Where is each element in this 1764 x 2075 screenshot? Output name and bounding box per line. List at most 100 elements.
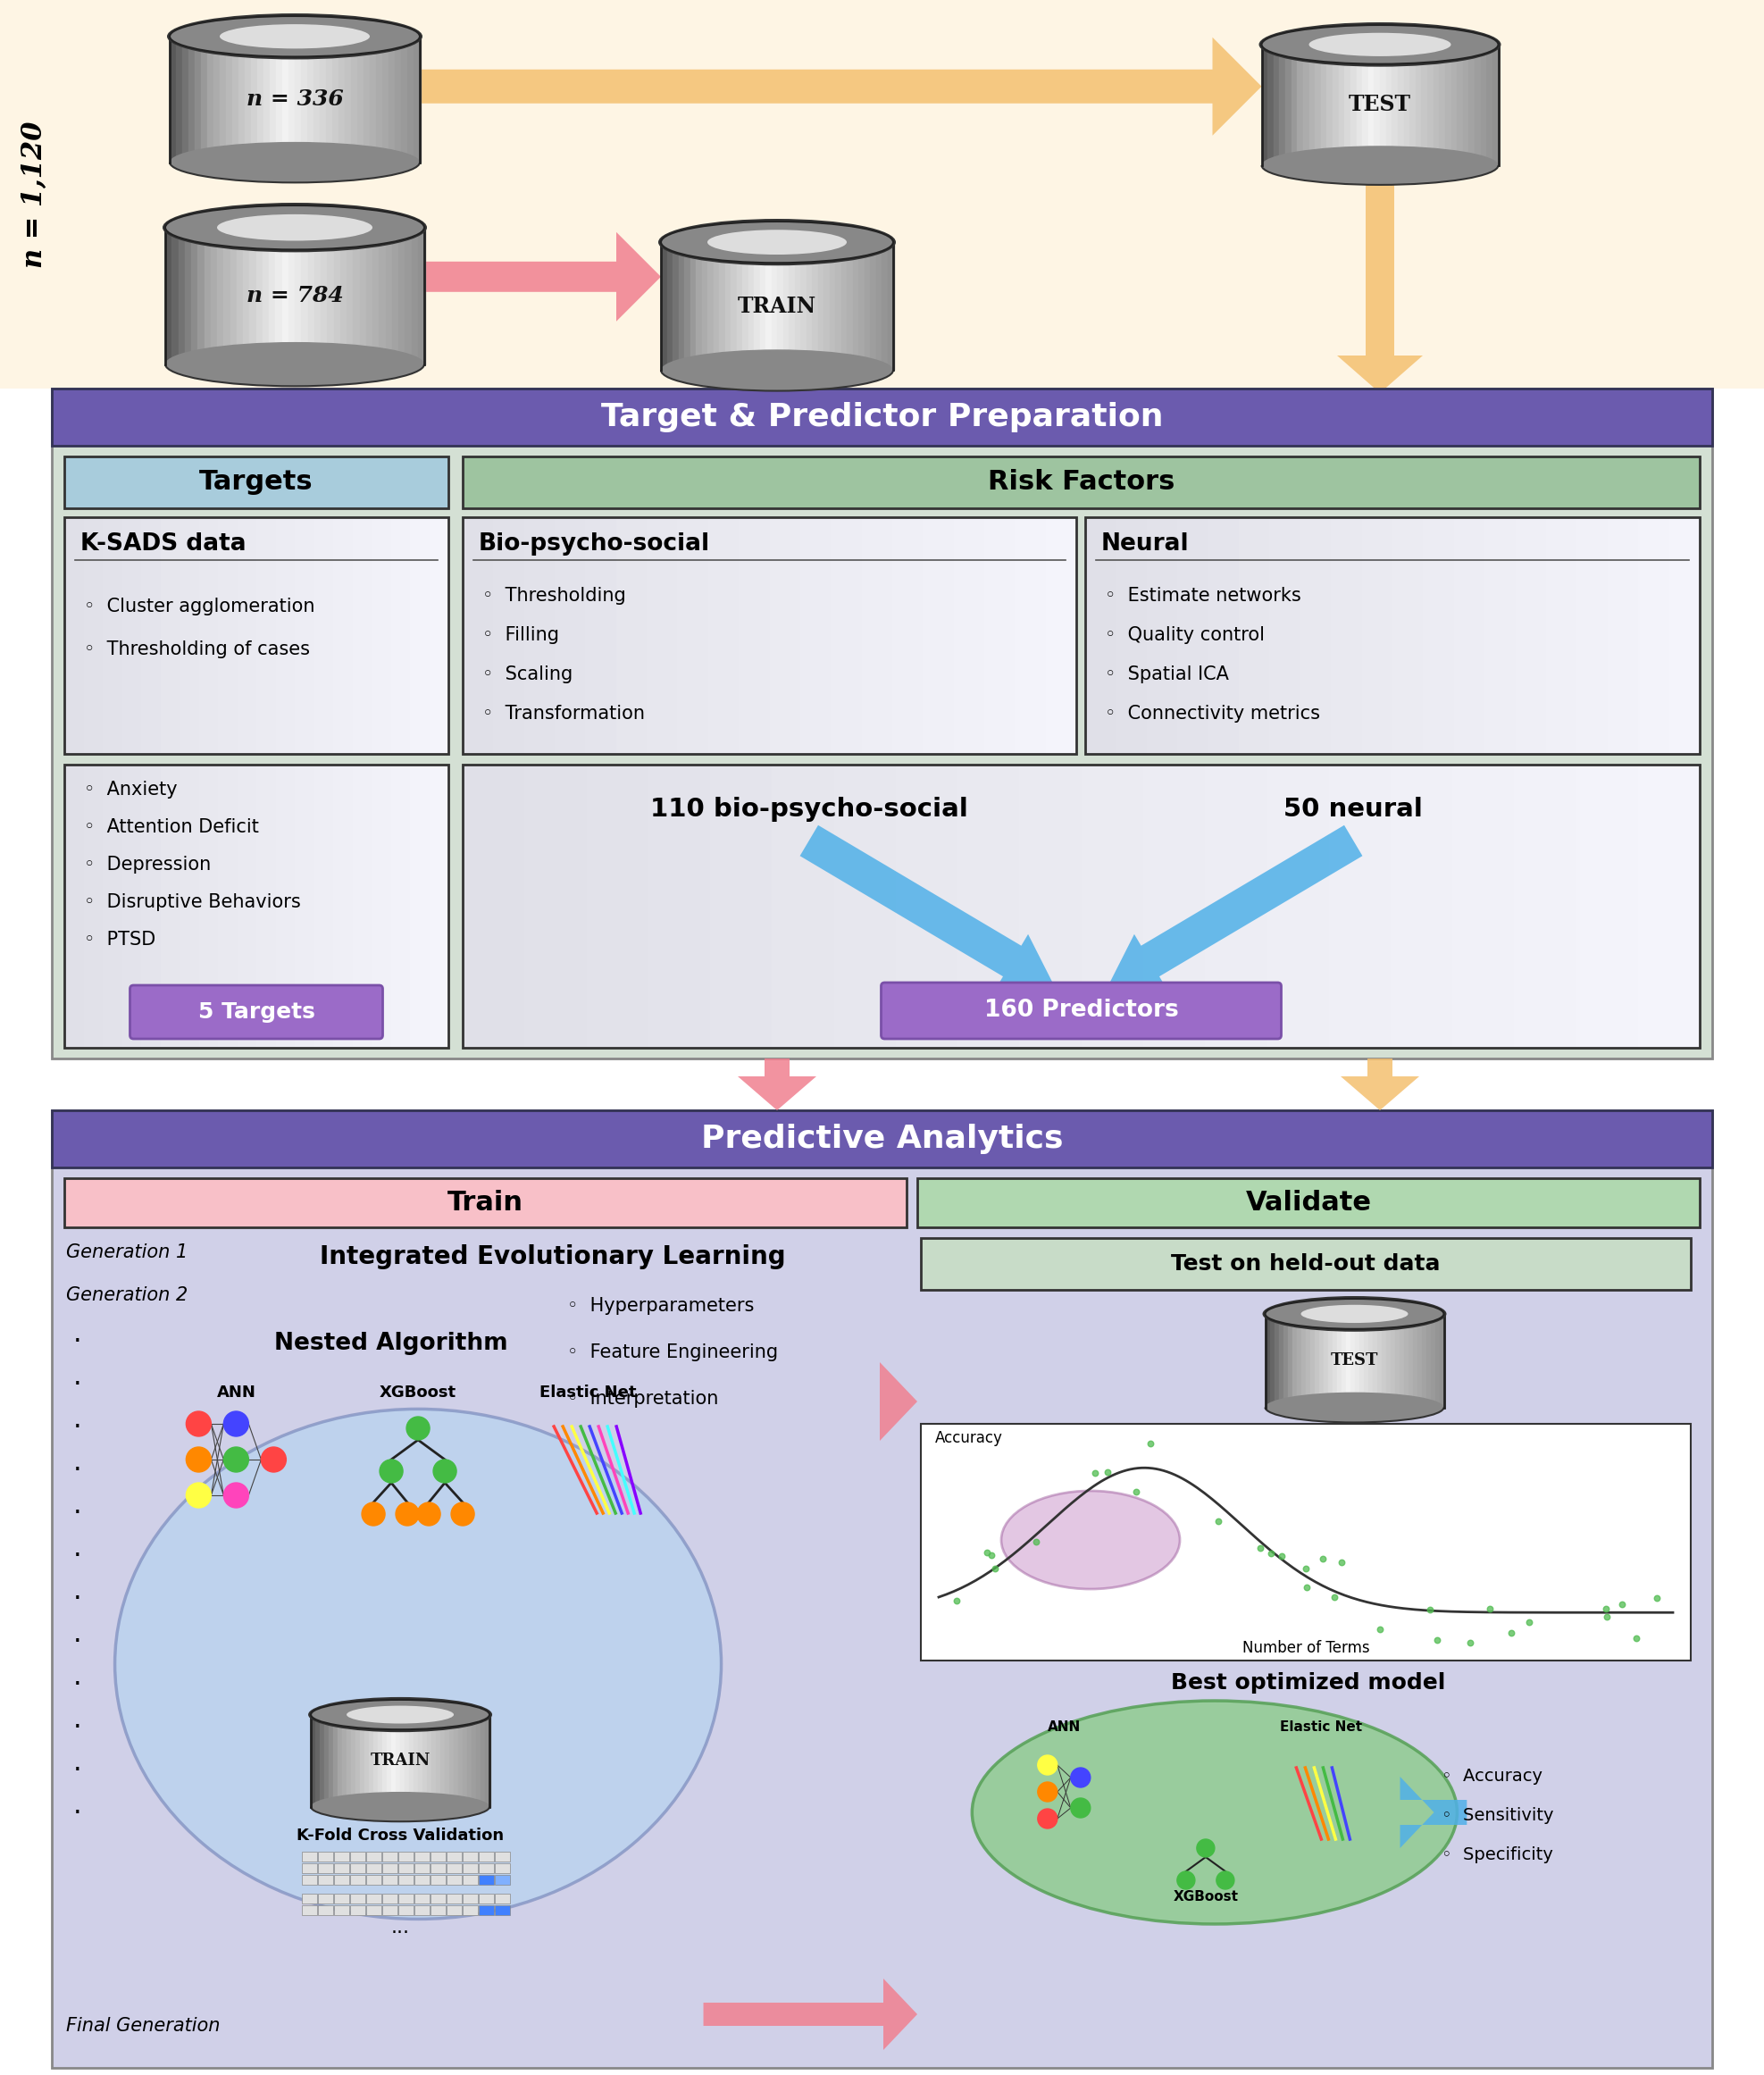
Bar xyxy=(485,1714,490,1807)
Circle shape xyxy=(187,1411,212,1436)
Bar xyxy=(392,228,399,363)
Ellipse shape xyxy=(658,218,896,266)
Bar xyxy=(662,243,667,369)
Bar xyxy=(789,243,796,369)
Bar xyxy=(288,228,295,363)
Bar xyxy=(325,1714,330,1807)
Ellipse shape xyxy=(166,342,425,386)
Bar xyxy=(831,517,863,753)
Circle shape xyxy=(406,1417,430,1440)
Bar xyxy=(1395,1313,1399,1407)
Polygon shape xyxy=(736,357,818,392)
Bar xyxy=(328,1714,333,1807)
Bar xyxy=(1439,1313,1445,1407)
Bar xyxy=(824,243,829,369)
Bar xyxy=(307,228,314,363)
Bar xyxy=(1311,1313,1314,1407)
Text: ◦  Attention Deficit: ◦ Attention Deficit xyxy=(85,818,259,836)
Text: ·: · xyxy=(74,1629,81,1654)
Bar xyxy=(887,243,894,369)
Bar xyxy=(205,228,212,363)
Bar xyxy=(921,1423,1690,1660)
Point xyxy=(1498,1616,1526,1650)
Bar xyxy=(462,456,1700,508)
Text: Neural: Neural xyxy=(1101,533,1189,556)
Bar xyxy=(415,1863,430,1874)
Bar xyxy=(1177,517,1208,753)
Bar xyxy=(462,1863,478,1874)
Ellipse shape xyxy=(1263,1297,1446,1332)
Bar xyxy=(342,1714,348,1807)
Bar xyxy=(268,228,275,363)
Circle shape xyxy=(187,1484,212,1509)
Bar xyxy=(415,1894,430,1903)
Text: ·: · xyxy=(74,1585,81,1612)
Bar xyxy=(220,37,226,162)
Bar xyxy=(430,1876,446,1884)
Bar xyxy=(773,764,834,1048)
Text: ·: · xyxy=(74,1457,81,1484)
Bar xyxy=(1117,517,1148,753)
Bar xyxy=(524,764,587,1048)
Bar xyxy=(859,243,864,369)
Bar xyxy=(1454,517,1485,753)
Text: K-SADS data: K-SADS data xyxy=(81,533,247,556)
Bar xyxy=(238,37,245,162)
Bar xyxy=(1480,44,1487,166)
Bar xyxy=(446,1894,462,1903)
Bar xyxy=(446,1876,462,1884)
Bar xyxy=(1288,1313,1293,1407)
Bar xyxy=(446,1863,462,1874)
Bar xyxy=(321,228,328,363)
Bar xyxy=(1422,44,1427,166)
Bar xyxy=(385,228,392,363)
Bar xyxy=(102,517,123,753)
Bar xyxy=(1515,517,1547,753)
Bar xyxy=(1545,517,1577,753)
Bar xyxy=(275,37,282,162)
Bar xyxy=(326,228,333,363)
Text: ◦  Specificity: ◦ Specificity xyxy=(1441,1847,1552,1863)
Bar xyxy=(586,517,617,753)
Bar xyxy=(307,37,314,162)
Bar xyxy=(319,37,326,162)
Bar xyxy=(478,1894,494,1903)
Ellipse shape xyxy=(1300,1305,1408,1324)
Bar xyxy=(191,228,198,363)
Bar xyxy=(1297,1313,1302,1407)
Bar xyxy=(736,243,743,369)
Point xyxy=(977,1540,1005,1573)
Bar xyxy=(256,764,277,1048)
Bar xyxy=(102,764,123,1048)
Point xyxy=(1291,1552,1319,1585)
Bar xyxy=(496,1851,510,1861)
Bar xyxy=(64,456,448,508)
Circle shape xyxy=(1037,1755,1057,1774)
Bar xyxy=(314,517,333,753)
Bar xyxy=(400,37,407,162)
Bar xyxy=(1268,44,1274,166)
Bar xyxy=(374,1714,377,1807)
Bar xyxy=(413,1714,418,1807)
Bar xyxy=(778,243,783,369)
Bar xyxy=(83,517,104,753)
Bar xyxy=(282,37,289,162)
Bar xyxy=(256,517,277,753)
Bar xyxy=(180,517,199,753)
Bar xyxy=(1485,517,1517,753)
Bar xyxy=(870,243,877,369)
Bar xyxy=(64,1179,907,1226)
Point xyxy=(1593,1592,1621,1625)
Bar xyxy=(616,517,647,753)
Bar xyxy=(399,1876,413,1884)
Bar xyxy=(383,37,390,162)
Bar xyxy=(494,517,526,753)
Text: XGBoost: XGBoost xyxy=(1173,1890,1238,1905)
Bar xyxy=(376,37,383,162)
Bar xyxy=(1445,44,1452,166)
Bar xyxy=(275,228,282,363)
Bar xyxy=(806,243,813,369)
Bar xyxy=(1392,44,1399,166)
Bar xyxy=(496,1894,510,1903)
Bar xyxy=(875,243,882,369)
